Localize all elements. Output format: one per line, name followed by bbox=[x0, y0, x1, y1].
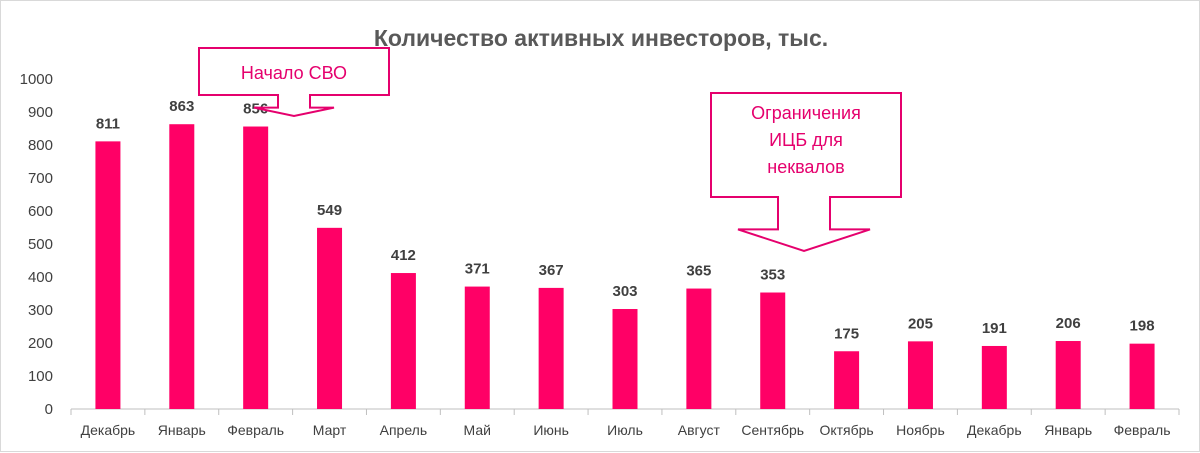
data-label: 175 bbox=[834, 325, 859, 342]
bar bbox=[538, 287, 564, 409]
data-label: 412 bbox=[391, 247, 416, 264]
bar bbox=[1129, 343, 1155, 409]
x-tick-label: Декабрь bbox=[967, 422, 1022, 438]
bar bbox=[243, 126, 269, 410]
x-tick-label: Апрель bbox=[380, 422, 428, 438]
callout-text: Начало СВО bbox=[241, 63, 347, 83]
y-axis: 0 100 200 300 400 500 600 700 800 900 1000 bbox=[20, 71, 53, 418]
bar bbox=[981, 345, 1007, 409]
y-tick-label: 100 bbox=[28, 368, 53, 385]
x-tick-label: Февраль bbox=[1114, 422, 1171, 438]
x-tick-label: Август bbox=[678, 422, 721, 438]
bar bbox=[95, 141, 121, 409]
data-label: 863 bbox=[169, 98, 194, 115]
bar bbox=[760, 292, 786, 409]
x-tick-label: Декабрь bbox=[81, 422, 136, 438]
data-label: 811 bbox=[96, 115, 120, 132]
data-label: 191 bbox=[982, 320, 1007, 337]
data-label: 303 bbox=[612, 283, 637, 300]
x-tick-label: Февраль bbox=[227, 422, 284, 438]
y-tick-label: 1000 bbox=[20, 71, 53, 88]
data-label: 205 bbox=[908, 315, 933, 332]
y-tick-label: 800 bbox=[28, 137, 53, 154]
y-tick-label: 0 bbox=[45, 401, 53, 418]
data-labels: 811 863 856 549 412 371 367 303 365 353 175 205 191 2… bbox=[96, 98, 1155, 342]
bar bbox=[317, 227, 343, 409]
callout-text: неквалов bbox=[767, 157, 844, 177]
callout-box bbox=[710, 92, 902, 253]
y-tick-label: 500 bbox=[28, 236, 53, 253]
x-axis: Декабрь Январь Февраль Март Апрель Май Июнь Июл… bbox=[70, 408, 1180, 438]
callout-box bbox=[198, 47, 390, 118]
data-label: 353 bbox=[760, 267, 785, 284]
y-tick-label: 900 bbox=[28, 104, 53, 121]
x-tick-label: Март bbox=[313, 422, 347, 438]
x-tick-label: Октябрь bbox=[819, 422, 873, 438]
x-tick-label: Сентябрь bbox=[741, 422, 804, 438]
y-tick-label: 400 bbox=[28, 269, 53, 286]
callout-text: ИЦБ для bbox=[769, 130, 843, 150]
data-label: 549 bbox=[317, 202, 342, 219]
callout-text: Ограничения bbox=[751, 103, 861, 123]
bar bbox=[686, 288, 712, 409]
chart-title: Количество активных инвесторов, тыс. bbox=[374, 25, 828, 51]
data-label: 198 bbox=[1130, 318, 1155, 335]
data-label: 856 bbox=[243, 101, 268, 118]
data-label: 371 bbox=[465, 261, 490, 278]
bar bbox=[834, 351, 860, 409]
data-label: 365 bbox=[686, 263, 711, 280]
x-tick-label: Май bbox=[464, 422, 491, 438]
bar-series bbox=[95, 124, 1155, 410]
data-label: 206 bbox=[1056, 315, 1081, 332]
x-tick-label: Июль bbox=[607, 422, 643, 438]
x-tick-label: Июнь bbox=[533, 422, 569, 438]
y-tick-label: 600 bbox=[28, 203, 53, 220]
bar bbox=[390, 273, 416, 409]
x-tick-label: Ноябрь bbox=[896, 422, 945, 438]
bar bbox=[169, 124, 195, 410]
y-tick-label: 700 bbox=[28, 170, 53, 187]
bar bbox=[1055, 341, 1081, 409]
callouts: Начало СВО Ограничения ИЦБ для неквалов bbox=[198, 47, 902, 253]
y-tick-label: 200 bbox=[28, 335, 53, 352]
x-tick-label: Январь bbox=[1044, 422, 1092, 438]
bar bbox=[464, 286, 490, 409]
bar bbox=[612, 309, 638, 409]
data-label: 367 bbox=[539, 262, 564, 279]
bar bbox=[907, 341, 933, 409]
y-tick-label: 300 bbox=[28, 302, 53, 319]
x-tick-label: Январь bbox=[158, 422, 206, 438]
